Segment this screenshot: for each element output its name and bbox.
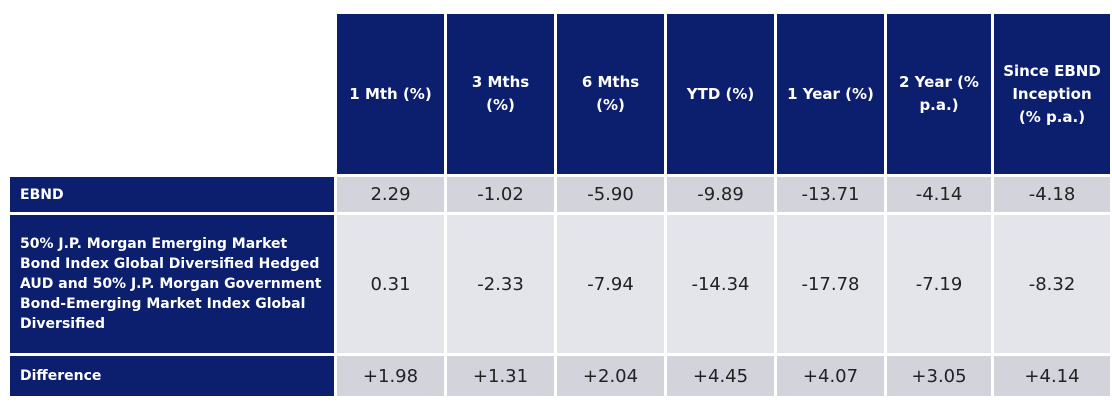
value-cell: +4.14 bbox=[994, 356, 1110, 396]
value-cell: -14.34 bbox=[667, 215, 774, 353]
column-header: 1 Year (%) bbox=[777, 14, 884, 174]
column-header: 1 Mth (%) bbox=[337, 14, 444, 174]
value-cell: -17.78 bbox=[777, 215, 884, 353]
column-header: Since EBND Inception (% p.a.) bbox=[994, 14, 1110, 174]
value-cell: -9.89 bbox=[667, 177, 774, 212]
value-cell: -5.90 bbox=[557, 177, 664, 212]
column-header: YTD (%) bbox=[667, 14, 774, 174]
row-label: Difference bbox=[10, 356, 334, 396]
value-cell: -4.18 bbox=[994, 177, 1110, 212]
column-header: 6 Mths (%) bbox=[557, 14, 664, 174]
value-cell: +4.45 bbox=[667, 356, 774, 396]
value-cell: -7.19 bbox=[887, 215, 991, 353]
value-cell: -2.33 bbox=[447, 215, 554, 353]
corner-cell bbox=[10, 14, 334, 174]
row-label: 50% J.P. Morgan Emerging Market Bond Ind… bbox=[10, 215, 334, 353]
value-cell: -1.02 bbox=[447, 177, 554, 212]
row-label: EBND bbox=[10, 177, 334, 212]
performance-table: 1 Mth (%) 3 Mths (%) 6 Mths (%) YTD (%) 1 Ye… bbox=[10, 14, 1110, 396]
column-header: 3 Mths (%) bbox=[447, 14, 554, 174]
value-cell: +1.98 bbox=[337, 356, 444, 396]
value-cell: -8.32 bbox=[994, 215, 1110, 353]
value-cell: +1.31 bbox=[447, 356, 554, 396]
value-cell: +2.04 bbox=[557, 356, 664, 396]
value-cell: 2.29 bbox=[337, 177, 444, 212]
value-cell: +4.07 bbox=[777, 356, 884, 396]
value-cell: +3.05 bbox=[887, 356, 991, 396]
column-header: 2 Year (% p.a.) bbox=[887, 14, 991, 174]
value-cell: -13.71 bbox=[777, 177, 884, 212]
value-cell: -4.14 bbox=[887, 177, 991, 212]
value-cell: -7.94 bbox=[557, 215, 664, 353]
value-cell: 0.31 bbox=[337, 215, 444, 353]
